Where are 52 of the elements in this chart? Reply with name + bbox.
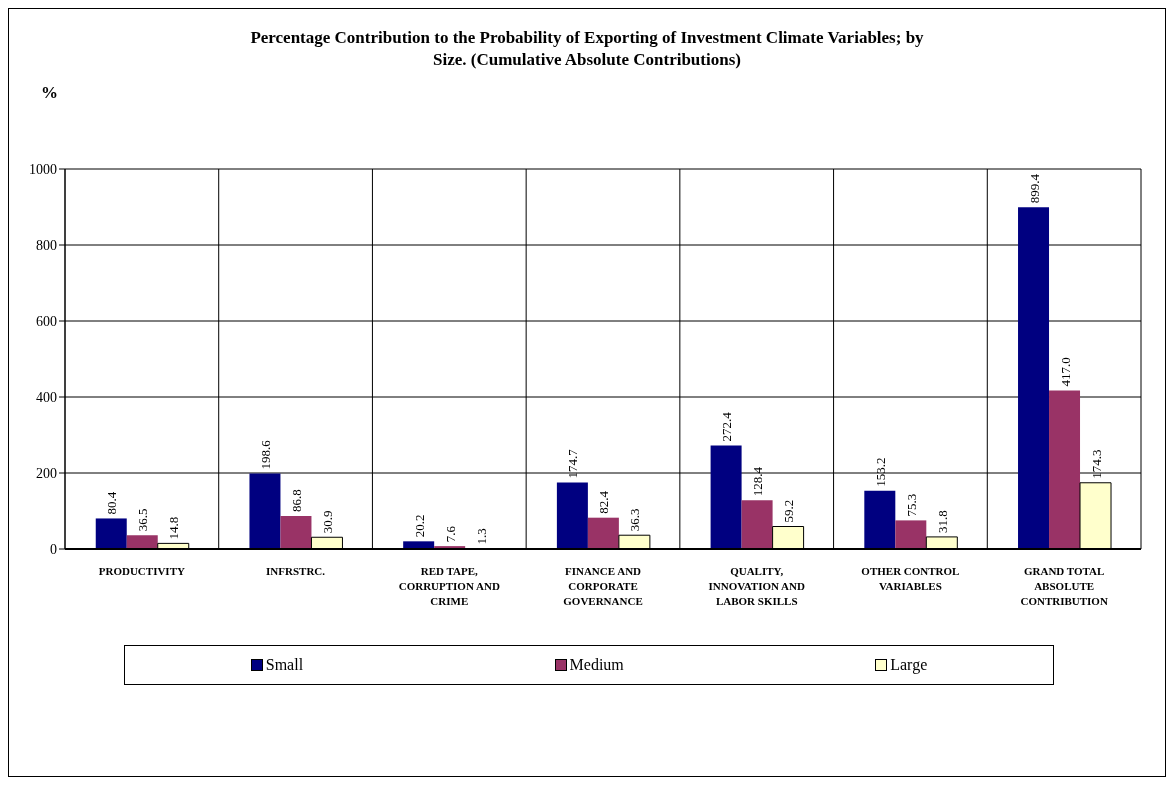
bar (895, 520, 927, 549)
bar (864, 490, 896, 549)
data-label: 174.7 (565, 448, 581, 479)
y-tick-label: 200 (36, 465, 57, 481)
bar (1049, 390, 1081, 549)
data-label: 899.4 (1026, 173, 1042, 204)
data-label: 31.8 (934, 510, 950, 533)
data-label: 272.4 (719, 411, 735, 442)
data-label: 59.2 (781, 499, 797, 523)
data-label: 14.8 (166, 516, 182, 540)
data-label: 174.3 (1088, 449, 1104, 479)
data-label: 75.3 (903, 493, 919, 517)
bar (741, 500, 773, 549)
y-tick-label: 600 (36, 313, 57, 329)
data-label: 80.4 (104, 491, 120, 515)
bar (95, 518, 127, 549)
data-label: 128.4 (750, 466, 766, 497)
x-tick-label: QUALITY, INNOVATION AND LABOR SKILLS (708, 565, 805, 607)
legend-label: Small (265, 656, 304, 674)
y-tick-label: 400 (36, 389, 57, 405)
x-tick-label: FINANCE AND CORPORATE GOVERNANCE (563, 565, 643, 607)
bar (556, 482, 588, 549)
x-tick-label: INFRSTRC. (266, 565, 326, 577)
data-label: 7.6 (442, 525, 458, 543)
bar (249, 473, 281, 549)
bar (126, 535, 158, 549)
chart-title: Percentage Contribution to the Probability of Exporting of Investment Climate Variables; by Size. (Cumulative Absolute Contributions) (249, 27, 925, 71)
bar (1018, 207, 1050, 549)
y-axis-title: % (41, 83, 58, 103)
data-label: 36.3 (627, 508, 643, 532)
data-label: 417.0 (1057, 357, 1073, 387)
data-label: 36.5 (135, 508, 151, 532)
data-label: 153.2 (872, 457, 888, 487)
legend-label: Medium (569, 656, 624, 674)
legend-label: Large (890, 656, 928, 674)
data-label: 1.3 (473, 528, 489, 545)
x-tick-label: GRAND TOTAL ABSOLUTE CONTRIBUTION (1020, 565, 1108, 607)
data-label: 82.4 (596, 490, 612, 514)
y-tick-label: 1000 (29, 161, 57, 177)
x-tick-label: OTHER CONTROL VARIABLES (861, 565, 960, 592)
bar (403, 541, 435, 549)
bar (280, 516, 312, 549)
data-label: 198.6 (257, 439, 273, 470)
y-tick-label: 800 (36, 237, 57, 253)
x-tick-label: PRODUCTIVITY (98, 565, 185, 577)
bar (710, 445, 742, 549)
data-label: 20.2 (411, 514, 427, 538)
x-tick-label: RED TAPE, CORRUPTION AND CRIME (398, 565, 500, 607)
data-label: 86.8 (288, 489, 304, 513)
bar (587, 517, 619, 549)
data-label: 30.9 (319, 510, 335, 534)
y-tick-label: 0 (50, 541, 57, 557)
